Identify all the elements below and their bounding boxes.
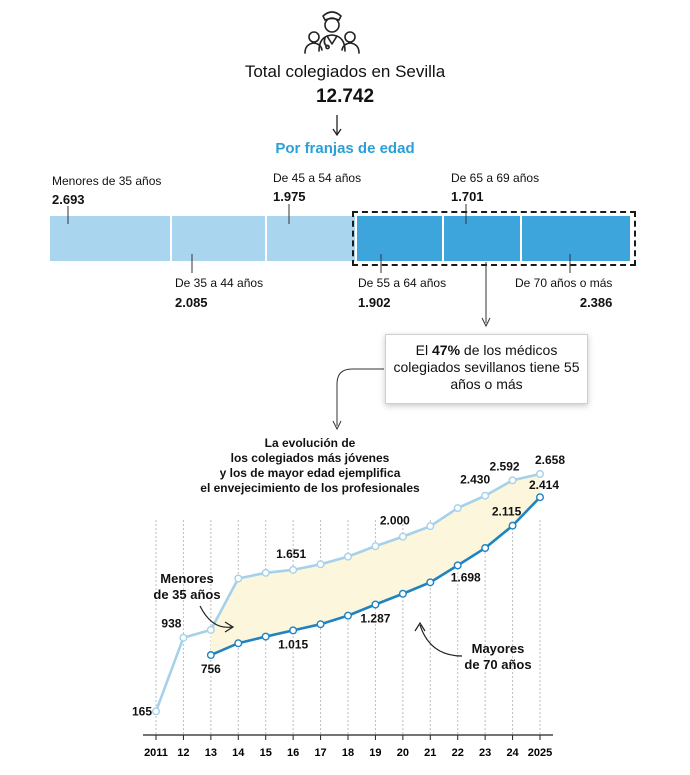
band-label-65-69: De 65 a 69 años 1.701 xyxy=(451,171,540,204)
bar-segment-45-54 xyxy=(267,216,355,261)
data-label: 938 xyxy=(161,617,181,631)
point-mayores-70 xyxy=(344,611,353,620)
band-label-55-64: De 55 a 64 años 1.902 xyxy=(358,276,447,310)
section-subtitle: Por franjas de edad xyxy=(275,140,415,157)
point-menores-35 xyxy=(536,469,545,478)
annotation-young: Menores de 35 años xyxy=(153,571,221,602)
old-arrowhead xyxy=(414,621,426,632)
bar-segment-under35 xyxy=(50,216,170,261)
x-tick-label: 24 xyxy=(506,747,519,759)
bar-segment-35-44 xyxy=(172,216,265,261)
x-tick-label: 21 xyxy=(424,747,436,759)
point-menores-35 xyxy=(151,707,160,716)
arrow-down-icon xyxy=(332,115,342,137)
point-menores-35 xyxy=(289,565,298,574)
bar-segment-70plus xyxy=(522,216,630,261)
point-mayores-70 xyxy=(234,639,243,648)
data-label: 756 xyxy=(201,662,221,676)
band-label-70plus: De 70 años o más 2.386 xyxy=(515,276,613,310)
point-mayores-70 xyxy=(316,620,325,629)
band-leader-lines xyxy=(67,204,571,328)
callout-connector xyxy=(332,368,384,431)
point-menores-35 xyxy=(426,522,435,531)
point-menores-35 xyxy=(261,568,270,577)
gap-area-fill xyxy=(210,473,540,656)
data-label: 165 xyxy=(132,704,152,718)
band-label-35-44: De 35 a 44 años 2.085 xyxy=(175,276,264,310)
data-label: 1.651 xyxy=(276,547,306,561)
x-tick-label: 22 xyxy=(452,747,464,759)
bar-segment-65-69 xyxy=(444,216,520,261)
point-menores-35 xyxy=(206,625,215,634)
total-value: 12.742 xyxy=(315,86,375,107)
x-tick-label: 18 xyxy=(342,747,354,759)
point-mayores-70 xyxy=(371,600,380,609)
point-menores-35 xyxy=(234,574,243,583)
point-menores-35 xyxy=(453,504,462,513)
x-tick-label: 20 xyxy=(397,747,409,759)
x-tick-label: 12 xyxy=(177,747,189,759)
point-mayores-70 xyxy=(481,544,490,553)
data-label: 2.592 xyxy=(490,459,520,473)
data-label: 2.658 xyxy=(535,453,565,467)
point-mayores-70 xyxy=(453,561,462,570)
x-tick-label: 2011 xyxy=(144,747,168,759)
x-tick-label: 2025 xyxy=(528,747,552,759)
data-label: 2.414 xyxy=(529,478,559,492)
x-tick-label: 13 xyxy=(205,747,217,759)
data-label: 1.698 xyxy=(451,570,481,584)
page-title: Total colegiados en Sevilla xyxy=(244,62,446,81)
data-label: 2.115 xyxy=(492,505,522,519)
x-tick-label: 14 xyxy=(232,747,245,759)
annotation-old: Mayores de 70 años xyxy=(464,641,532,672)
point-menores-35 xyxy=(179,633,188,642)
point-mayores-70 xyxy=(289,626,298,635)
point-menores-35 xyxy=(371,542,380,551)
point-mayores-70 xyxy=(261,632,270,641)
old-annotation-arrow xyxy=(419,624,463,657)
point-menores-35 xyxy=(398,532,407,541)
doctors-group-icon xyxy=(304,11,360,54)
point-menores-35 xyxy=(508,476,517,485)
x-tick-label: 23 xyxy=(479,747,491,759)
data-label: 1.015 xyxy=(278,637,308,651)
young-annotation-arrow xyxy=(199,605,233,628)
callout-percentage: 47% xyxy=(432,342,461,358)
data-label: 2.430 xyxy=(460,473,490,487)
point-menores-35 xyxy=(316,560,325,569)
point-menores-35 xyxy=(481,491,490,500)
over55-highlight-box xyxy=(352,211,636,266)
evolution-description: La evolución de los colegiados más jóven… xyxy=(200,436,420,495)
bar-segment-55-64 xyxy=(357,216,442,261)
x-tick-label: 17 xyxy=(314,747,326,759)
point-menores-35 xyxy=(344,552,353,561)
point-mayores-70 xyxy=(206,651,215,660)
x-tick-label: 19 xyxy=(369,747,381,759)
point-mayores-70 xyxy=(536,493,545,502)
x-tick-label: 15 xyxy=(260,747,272,759)
point-mayores-70 xyxy=(398,589,407,598)
point-mayores-70 xyxy=(426,578,435,587)
x-tick-label: 16 xyxy=(287,747,299,759)
percentage-callout: El 47% de los médicos colegiados sevilla… xyxy=(385,334,588,404)
band-label-under35: Menores de 35 años 2.693 xyxy=(52,174,162,207)
young-arrowhead xyxy=(224,621,235,633)
data-label: 1.287 xyxy=(360,611,390,625)
data-label: 2.000 xyxy=(380,514,410,528)
point-mayores-70 xyxy=(508,521,517,530)
band-label-45-54: De 45 a 54 años 1.975 xyxy=(273,171,362,204)
